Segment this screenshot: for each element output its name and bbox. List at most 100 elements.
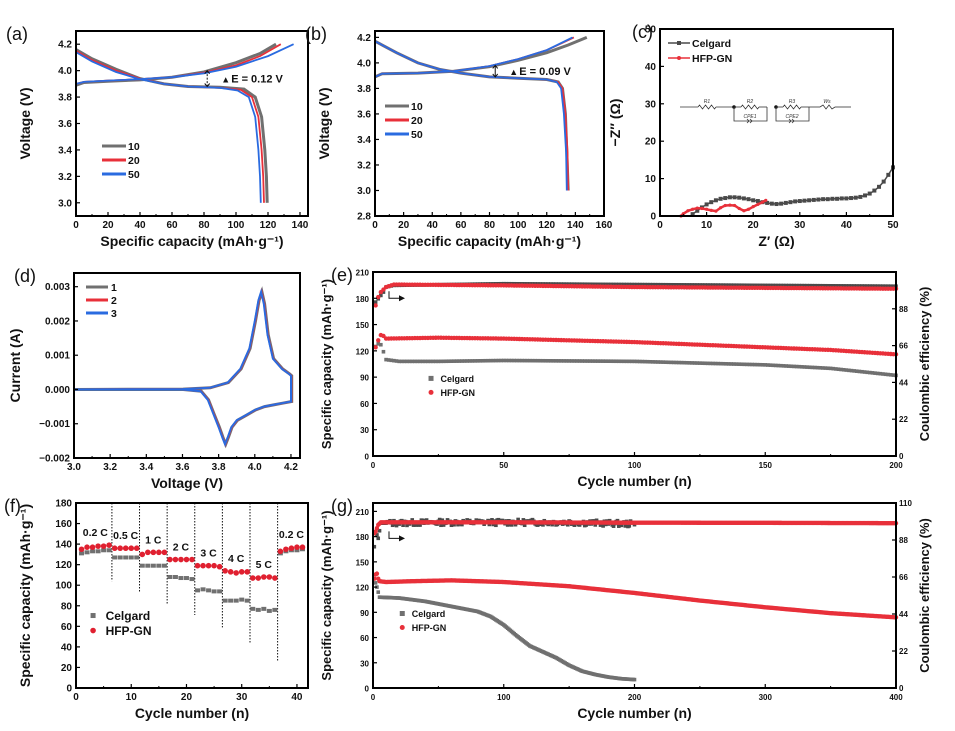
- data-point: [374, 526, 380, 531]
- data-point: [84, 544, 90, 550]
- data-point: [862, 370, 867, 374]
- data-point: [611, 524, 616, 528]
- data-point: [648, 359, 652, 364]
- data-point: [283, 546, 289, 553]
- data-point: [766, 283, 770, 288]
- data-point: [802, 365, 807, 369]
- data-point: [376, 536, 381, 541]
- y-tick-label: 3.6: [58, 119, 72, 130]
- x-tick-label: 4.0: [248, 462, 262, 473]
- data-point: [752, 283, 757, 288]
- x-tick-label: 80: [484, 220, 496, 231]
- celgard-curve: [692, 167, 894, 215]
- hfp-gn-point: [718, 206, 723, 210]
- data-point: [760, 363, 765, 367]
- data-point: [521, 518, 526, 522]
- arrow-heads: [492, 64, 499, 78]
- data-point: [255, 607, 261, 612]
- axes-frame: [372, 271, 897, 457]
- legend-label: 3: [111, 308, 117, 320]
- data-point: [794, 364, 799, 369]
- charge-curve-50: [75, 43, 294, 85]
- circuit-label: R1: [704, 99, 711, 105]
- data-point: [739, 283, 744, 288]
- data-point: [397, 359, 401, 364]
- data-point: [525, 358, 530, 363]
- data-point: [849, 284, 854, 288]
- y-tick-label: 40: [61, 642, 73, 653]
- data-point: [377, 528, 382, 533]
- data-point: [834, 367, 838, 371]
- data-point: [593, 523, 598, 527]
- y2-tick-label: 44: [899, 610, 908, 619]
- data-point: [294, 544, 300, 550]
- cv-curve-cycle-3: [73, 287, 292, 448]
- data-point: [818, 366, 822, 370]
- data-point: [865, 370, 870, 375]
- data-point: [888, 373, 893, 377]
- legend-marker-hfp-gn: [428, 389, 434, 395]
- data-point: [682, 283, 686, 287]
- data-point: [758, 283, 762, 288]
- hfp-gn-point: [751, 205, 755, 209]
- data-point: [648, 282, 652, 287]
- data-point: [501, 358, 506, 363]
- data-point: [784, 283, 788, 288]
- x-tick-label: 400: [889, 693, 903, 702]
- legend-label: 2: [111, 295, 117, 307]
- data-point: [379, 293, 383, 298]
- data-point: [277, 548, 284, 555]
- data-point: [117, 555, 123, 560]
- delta-e-label: E = 0.09 V: [519, 66, 571, 78]
- data-point: [134, 555, 140, 560]
- legend-label: 20: [411, 115, 423, 127]
- data-point: [729, 362, 734, 366]
- y-tick-label: 3.8: [58, 93, 72, 104]
- data-point: [596, 282, 600, 287]
- data-point: [569, 359, 574, 363]
- data-point: [705, 283, 710, 287]
- chart-b: 0 20 40 60 80 100 120 140 160 2.8 3.0 3.2 3.4 3.6 3.8 4…: [305, 24, 613, 249]
- data-point: [161, 549, 168, 556]
- data-point: [244, 569, 251, 575]
- data-point: [437, 517, 442, 522]
- data-point: [567, 359, 571, 363]
- y-axis-label: Specific capacity (mAh·g⁻¹): [17, 504, 33, 687]
- data-point: [640, 282, 645, 287]
- data-point: [726, 283, 731, 287]
- data-point: [823, 283, 828, 288]
- data-point: [95, 549, 101, 554]
- data-point: [721, 361, 726, 366]
- data-point: [645, 359, 650, 364]
- data-point: [737, 362, 741, 366]
- y-tick-label: 90: [360, 609, 369, 618]
- chart-e: 0 50 100 150 2000306090120150180210022446688…: [319, 265, 932, 489]
- data-point: [677, 283, 681, 287]
- hfp-gn-point: [723, 203, 727, 208]
- data-point: [517, 358, 522, 363]
- resistor-r1: [697, 104, 717, 110]
- rate-label: 3 C: [200, 548, 217, 560]
- axes-frame: [374, 30, 605, 217]
- data-point: [528, 358, 532, 363]
- data-point: [233, 570, 239, 576]
- data-point: [394, 359, 399, 363]
- x-tick-label: 200: [628, 693, 642, 702]
- x-tick-label: 0: [371, 693, 376, 702]
- cv-curve-cycle-1: [74, 286, 294, 449]
- legend-label: HFP-GN: [441, 388, 476, 398]
- data-point: [700, 361, 705, 365]
- y-tick-label: 2.8: [357, 212, 371, 223]
- data-point: [590, 359, 595, 363]
- data-point: [122, 545, 129, 552]
- rate-label: 4 C: [228, 553, 245, 565]
- data-point: [711, 361, 715, 366]
- data-point: [261, 574, 267, 580]
- data-point: [703, 361, 707, 366]
- data-point: [541, 523, 545, 527]
- data-point: [792, 364, 796, 369]
- data-point: [666, 282, 671, 287]
- y-tick-label: 3.4: [357, 135, 371, 146]
- data-point: [551, 359, 556, 363]
